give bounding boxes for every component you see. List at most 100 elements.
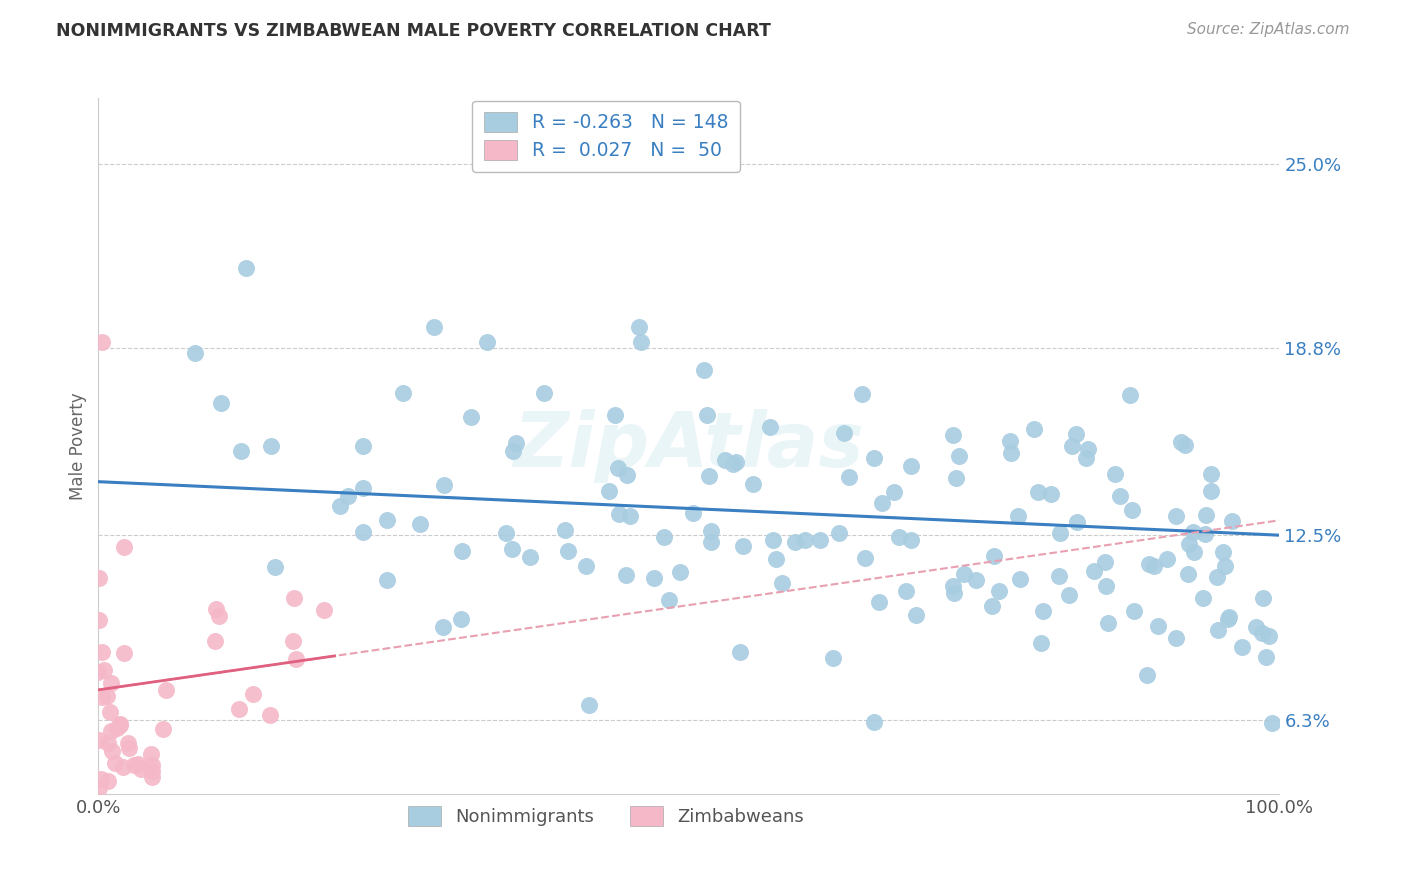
Point: [141, 758, 163, 772]
Point: [783, 534, 806, 549]
Point: [1094, 555, 1116, 569]
Point: [1164, 631, 1187, 645]
Point: [127, 757, 149, 772]
Point: [1083, 565, 1105, 579]
Point: [264, 560, 287, 574]
Point: [336, 489, 359, 503]
Point: [314, 603, 336, 617]
Point: [1097, 616, 1119, 631]
Point: [229, 444, 252, 458]
Point: [693, 363, 716, 377]
Point: [1108, 489, 1130, 503]
Point: [1182, 545, 1205, 559]
Point: [1119, 388, 1142, 402]
Point: [1182, 524, 1205, 539]
Y-axis label: Male Poverty: Male Poverty: [69, 392, 87, 500]
Point: [1261, 715, 1284, 730]
Point: [605, 408, 627, 422]
Point: [1244, 620, 1267, 634]
Point: [1049, 525, 1071, 540]
Point: [184, 345, 207, 359]
Point: [91, 802, 114, 816]
Point: [853, 550, 876, 565]
Point: [432, 478, 454, 492]
Point: [204, 634, 226, 648]
Point: [682, 506, 704, 520]
Point: [87, 780, 110, 795]
Point: [242, 687, 264, 701]
Point: [259, 439, 281, 453]
Point: [1104, 467, 1126, 481]
Point: [762, 533, 785, 548]
Point: [1146, 619, 1168, 633]
Point: [91, 334, 114, 349]
Point: [533, 386, 555, 401]
Point: [1122, 604, 1144, 618]
Point: [942, 578, 965, 592]
Point: [495, 525, 517, 540]
Point: [408, 516, 430, 531]
Point: [152, 723, 174, 737]
Point: [1206, 570, 1229, 584]
Point: [97, 797, 120, 812]
Point: [793, 533, 815, 548]
Point: [1136, 668, 1159, 682]
Point: [94, 796, 117, 810]
Point: [630, 335, 652, 350]
Point: [862, 450, 884, 465]
Point: [988, 583, 1011, 598]
Point: [141, 764, 163, 779]
Point: [108, 717, 131, 731]
Point: [1178, 537, 1201, 551]
Point: [1177, 566, 1199, 581]
Point: [1032, 604, 1054, 618]
Point: [948, 449, 970, 463]
Point: [139, 747, 162, 762]
Point: [607, 508, 630, 522]
Point: [283, 591, 305, 605]
Point: [501, 541, 523, 556]
Point: [900, 533, 922, 547]
Point: [770, 576, 793, 591]
Point: [1062, 439, 1084, 453]
Point: [1076, 450, 1098, 465]
Text: Source: ZipAtlas.com: Source: ZipAtlas.com: [1187, 22, 1350, 37]
Point: [828, 525, 851, 540]
Point: [104, 756, 127, 771]
Point: [998, 434, 1021, 449]
Point: [943, 586, 966, 600]
Point: [904, 608, 927, 623]
Point: [1258, 629, 1281, 643]
Point: [652, 530, 675, 544]
Point: [519, 550, 541, 565]
Point: [112, 760, 135, 774]
Point: [700, 524, 723, 539]
Point: [97, 736, 120, 750]
Point: [204, 602, 226, 616]
Point: [1022, 422, 1045, 436]
Point: [759, 420, 782, 434]
Point: [131, 762, 153, 776]
Point: [1040, 487, 1063, 501]
Point: [1059, 588, 1081, 602]
Point: [896, 583, 918, 598]
Point: [1170, 434, 1192, 449]
Point: [111, 796, 134, 810]
Point: [1000, 446, 1022, 460]
Point: [90, 772, 112, 786]
Point: [714, 453, 737, 467]
Point: [1029, 636, 1052, 650]
Point: [105, 721, 128, 735]
Point: [100, 675, 122, 690]
Legend: Nonimmigrants, Zimbabweans: Nonimmigrants, Zimbabweans: [401, 799, 811, 833]
Point: [259, 708, 281, 723]
Point: [728, 645, 751, 659]
Point: [643, 571, 665, 585]
Point: [377, 513, 399, 527]
Point: [1218, 612, 1240, 626]
Point: [838, 470, 860, 484]
Point: [375, 573, 398, 587]
Point: [1218, 610, 1240, 624]
Point: [423, 320, 446, 334]
Point: [1137, 557, 1160, 571]
